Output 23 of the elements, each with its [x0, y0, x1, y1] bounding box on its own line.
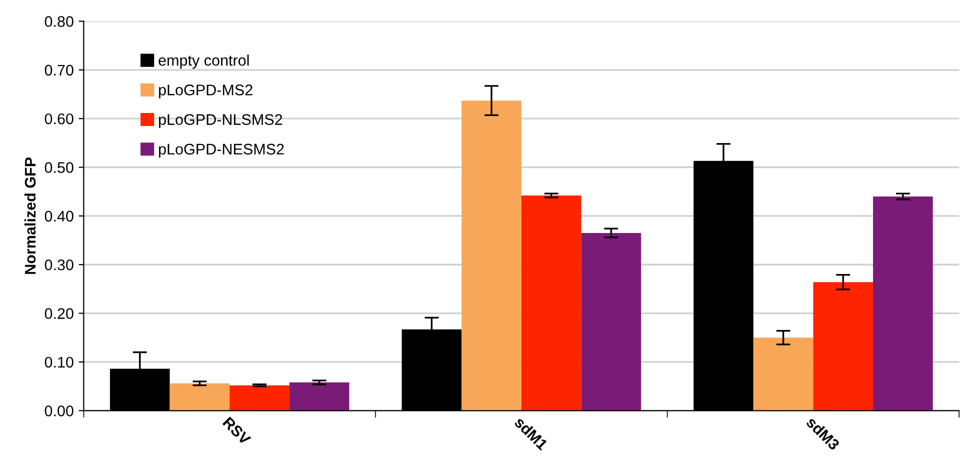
legend-label: empty control: [158, 54, 249, 69]
bar: [230, 385, 290, 411]
bar: [289, 382, 350, 411]
bar: [753, 338, 814, 411]
bar: [873, 196, 933, 411]
bar: [813, 282, 874, 411]
legend-label: pLoGPD-MS2: [159, 84, 252, 98]
y-tick-label: 0.80: [44, 16, 74, 27]
legend-label: pLoGPD-NLSMS2: [159, 114, 282, 128]
y-tick-label: 0.70: [44, 64, 74, 76]
bar: [521, 195, 582, 411]
y-tick-label: 0.60: [44, 113, 74, 124]
y-tick-label: 0.40: [44, 210, 74, 222]
y-tick-label: 0.30: [44, 259, 74, 270]
legend-label: pLoGPD-NESMS2: [159, 144, 284, 158]
y-tick-label: 0.50: [44, 162, 74, 173]
bar: [581, 232, 642, 411]
y-tick-label: 0.20: [44, 308, 74, 319]
y-tick-label: 0.00: [44, 406, 74, 416]
y-tick-label: 0.10: [44, 356, 74, 368]
y-axis-title: Normalized GFP: [24, 157, 36, 274]
bar: [462, 100, 522, 411]
bar: [170, 383, 230, 411]
